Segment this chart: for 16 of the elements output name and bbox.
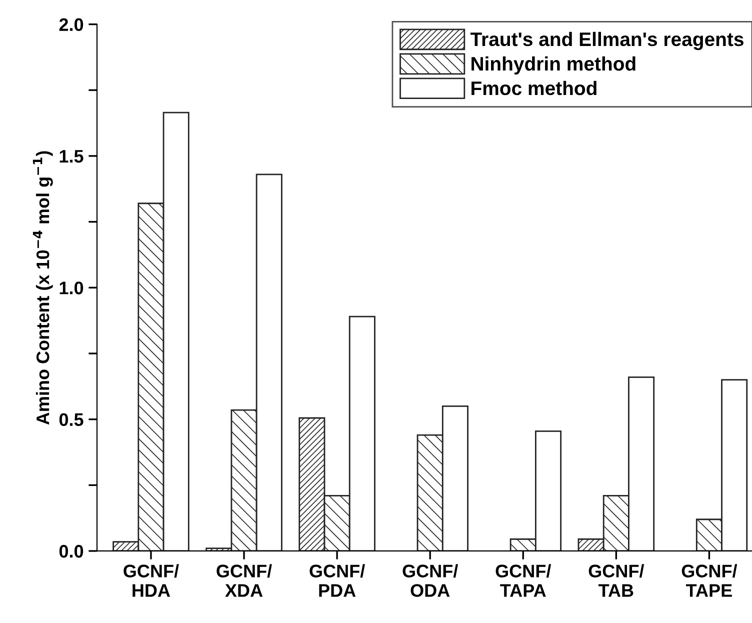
x-tick-label: GCNF/ HDA <box>124 564 179 597</box>
x-tick-label: GCNF/ PDA <box>310 564 365 597</box>
y-tick-label: 2.0 <box>59 18 84 32</box>
legend-label: Traut's and Ellman's reagents <box>470 32 744 50</box>
y-tick-label: 1.0 <box>60 282 84 294</box>
x-tick-label: GCNF/ TAPA <box>496 564 552 597</box>
x-tick-label: GCNF/ ODA <box>402 564 458 597</box>
y-tick-label: 1.5 <box>60 150 84 163</box>
legend-label: Fmoc method <box>472 80 596 96</box>
y-tick-label: 0.0 <box>59 544 84 558</box>
y-axis-title: Amino Content (x 10$^{−4}$ mol g$^{−1}$) <box>32 151 53 425</box>
x-tick-label: GCNF/ TAPE <box>682 564 738 597</box>
legend-label: Ninhydrin method <box>472 56 636 75</box>
x-tick-label: GCNF/ TAB <box>588 564 644 597</box>
y-tick-label: 0.5 <box>59 413 84 426</box>
x-tick-label: GCNF/ XDA <box>216 564 272 597</box>
